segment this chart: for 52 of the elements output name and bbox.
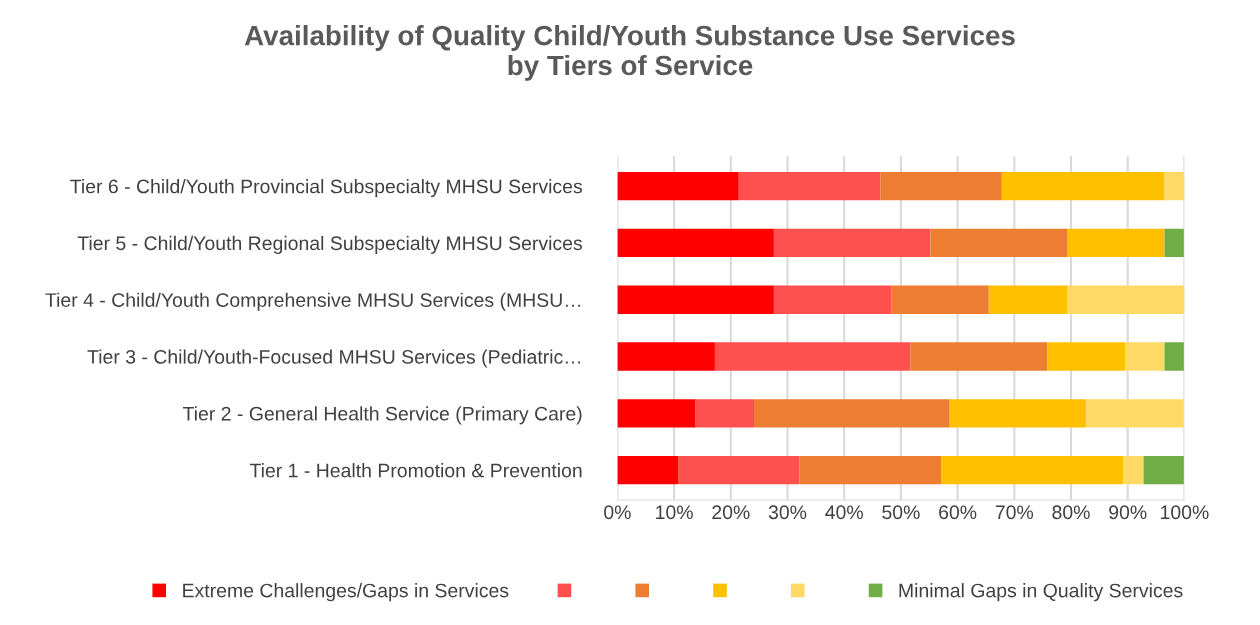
bar bbox=[799, 455, 942, 485]
bar bbox=[941, 455, 1124, 485]
x-tick-label: 20% bbox=[712, 505, 750, 520]
bar bbox=[773, 285, 892, 314]
bar bbox=[617, 228, 774, 258]
y-tick-label: Tier 1 - Health Promotion & Prevention bbox=[249, 463, 582, 478]
bar bbox=[891, 285, 989, 314]
bar bbox=[1143, 455, 1184, 485]
bar bbox=[1164, 228, 1184, 258]
bar bbox=[617, 399, 696, 428]
x-tick-label: 70% bbox=[995, 505, 1034, 520]
chart-title: Availability of Quality Child/Youth Substance Use Services by Tiers of Service bbox=[244, 25, 1015, 81]
x-tick-label: 60% bbox=[939, 505, 977, 520]
bar bbox=[617, 285, 774, 314]
y-tick-label: Tier 2 - General Health Service (Primary Care) bbox=[182, 406, 582, 425]
bar bbox=[1163, 171, 1185, 201]
bar bbox=[617, 171, 739, 201]
y-tick-label: Tier 5 - Child/Youth Regional Subspecialty MHSU Services bbox=[77, 235, 582, 254]
bar bbox=[880, 171, 1002, 201]
bar bbox=[714, 342, 911, 371]
bar bbox=[1164, 342, 1184, 371]
x-tick-label: 50% bbox=[882, 505, 920, 520]
bar bbox=[910, 342, 1048, 371]
bar bbox=[988, 285, 1068, 314]
bar bbox=[773, 228, 931, 258]
bar bbox=[1125, 342, 1165, 371]
bar bbox=[1047, 342, 1126, 371]
bar bbox=[949, 399, 1087, 428]
legend-label: Minimal Gaps in Quality Services bbox=[899, 583, 1183, 602]
bar bbox=[738, 171, 881, 201]
bar bbox=[695, 399, 755, 428]
bar bbox=[1001, 171, 1164, 201]
bar bbox=[1123, 455, 1144, 485]
bar bbox=[678, 455, 800, 485]
bar bbox=[930, 228, 1068, 258]
x-tick-label: 100% bbox=[1161, 505, 1209, 520]
bar bbox=[617, 342, 715, 371]
x-tick-label: 40% bbox=[825, 505, 863, 520]
x-tick-label: 0% bbox=[604, 505, 631, 520]
y-tick-label: Tier 6 - Child/Youth Provincial Subspecialty MHSU Services bbox=[70, 179, 582, 198]
bar bbox=[617, 455, 679, 485]
x-tick-label: 80% bbox=[1052, 505, 1090, 520]
x-tick-label: 10% bbox=[656, 505, 693, 520]
bar bbox=[1067, 285, 1185, 314]
bar bbox=[1086, 399, 1184, 428]
y-tick-label: Tier 4 - Child/Youth Comprehensive MHSU Services (MHSU… bbox=[45, 292, 581, 311]
legend-label: Extreme Challenges/Gaps in Services bbox=[183, 583, 509, 602]
x-tick-label: 30% bbox=[768, 505, 807, 520]
y-tick-label: Tier 3 - Child/Youth-Focused MHSU Services (Pediatric… bbox=[87, 349, 581, 368]
bar bbox=[754, 399, 950, 428]
x-tick-label: 90% bbox=[1109, 505, 1147, 520]
bar bbox=[1067, 228, 1165, 258]
